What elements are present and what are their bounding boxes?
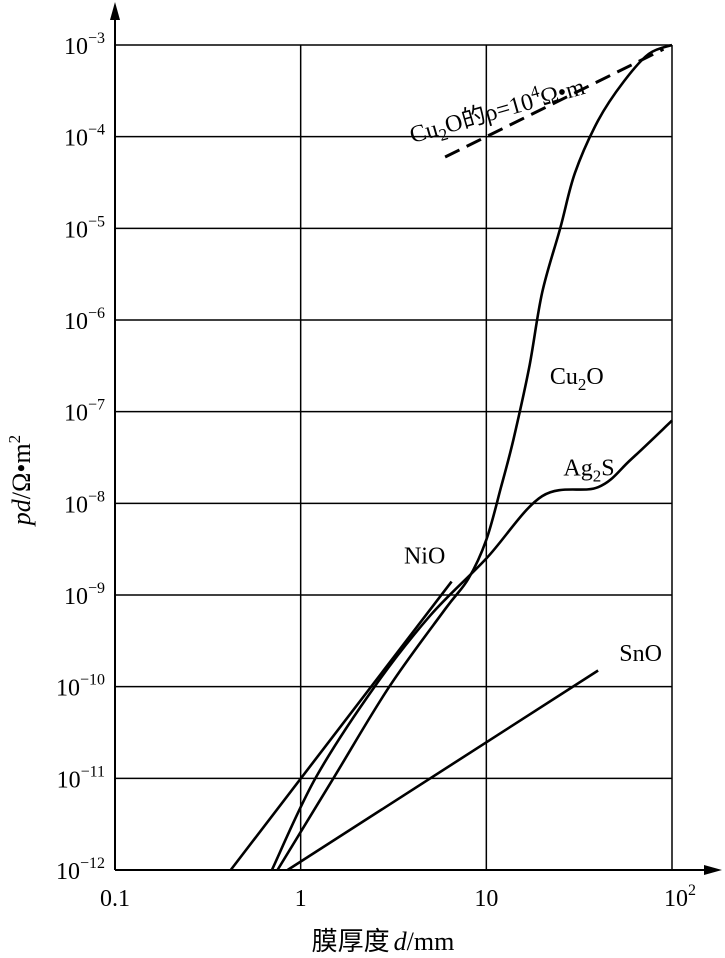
x-tick-label: 10 (474, 886, 498, 912)
y-tick-label: 10−11 (57, 763, 105, 793)
series-label-cu2o: Cu2O (550, 364, 604, 394)
series-line-cu2o (276, 43, 673, 871)
y-axis-arrow-icon (110, 2, 120, 20)
x-tick-label: 102 (664, 882, 696, 912)
x-axis-title: 膜厚度 d/mm (312, 927, 455, 956)
axis-titles: 膜厚度 d/mm pd/Ω•m2 (5, 435, 454, 956)
axes (110, 2, 722, 875)
series-lines (229, 43, 673, 872)
series-line-cu2o-10-4-m (444, 47, 665, 159)
y-tick-label: 10−10 (56, 672, 105, 702)
y-tick-label: 10−9 (64, 580, 105, 610)
y-tick-label: 10−3 (64, 30, 105, 60)
series-label-sno: SnO (619, 641, 662, 667)
series-line-nio (229, 580, 453, 871)
y-tick-label: 10−12 (56, 855, 105, 885)
series-line-sno (286, 669, 599, 872)
series-line-ag2s (270, 419, 673, 871)
y-tick-label: 10−4 (64, 122, 105, 152)
y-axis-title: pd/Ω•m2 (5, 435, 36, 527)
tick-labels: 10−310−410−510−610−710−810−910−1010−1110… (56, 30, 696, 912)
series-label-nio: NiO (404, 544, 445, 570)
series-labels: Cu2O Ag2S NiO SnO Cu2O的ρ=104Ω•m (404, 69, 662, 667)
x-tick-label: 0.1 (100, 886, 130, 912)
series-label-cu2o-10-4-m: Cu2O的ρ=104Ω•m (406, 69, 590, 153)
x-axis-arrow-icon (704, 865, 722, 875)
y-tick-label: 10−6 (64, 305, 105, 335)
y-tick-label: 10−5 (64, 213, 105, 243)
series-label-ag2s: Ag2S (563, 456, 614, 486)
x-tick-label: 1 (295, 886, 307, 912)
y-tick-label: 10−7 (64, 397, 105, 427)
y-tick-label: 10−8 (64, 488, 105, 518)
